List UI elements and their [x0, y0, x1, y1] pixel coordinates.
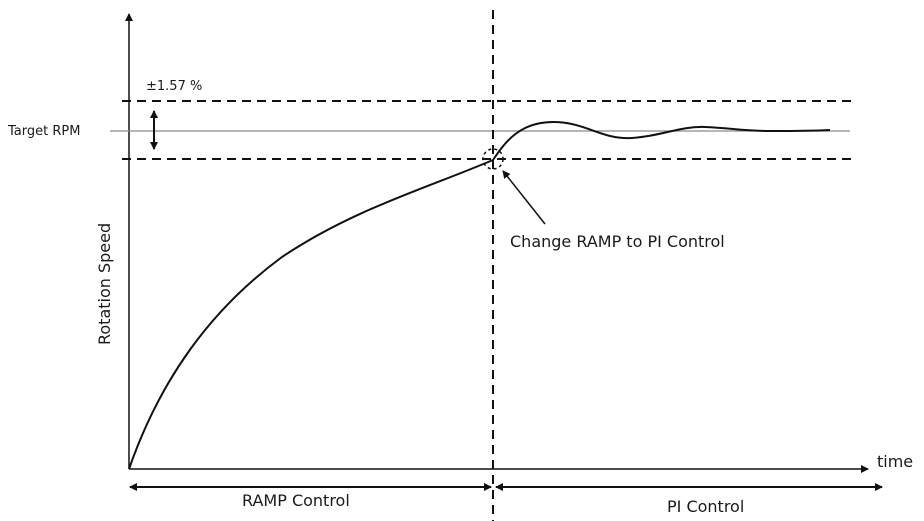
annotation-leader	[502, 170, 546, 225]
y-axis-label: Rotation Speed	[95, 223, 114, 345]
annotation-label: Change RAMP to PI Control	[510, 232, 725, 251]
pi-control-label: PI Control	[667, 497, 744, 516]
tolerance-label: ±1.57 %	[146, 79, 202, 94]
x-axis-label: time	[877, 452, 913, 471]
switch-point-circle	[482, 148, 504, 170]
ramp-control-label: RAMP Control	[242, 491, 350, 510]
rotation-speed-curve	[128, 120, 831, 470]
target-rpm-label: Target RPM	[7, 124, 80, 139]
